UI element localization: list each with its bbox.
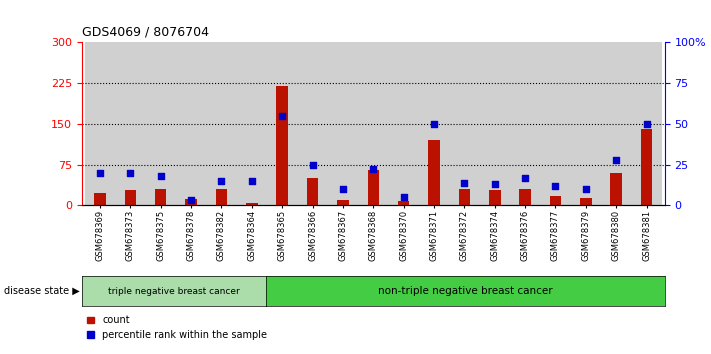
Point — [641, 121, 652, 127]
Bar — [215, 189, 228, 205]
Point — [155, 173, 166, 179]
Bar — [85, 42, 115, 205]
Bar — [489, 190, 501, 205]
Point — [611, 157, 622, 162]
Bar — [176, 42, 206, 205]
Bar — [115, 42, 146, 205]
Bar — [510, 42, 540, 205]
Bar — [571, 42, 601, 205]
Point — [95, 170, 106, 176]
Bar — [306, 178, 319, 205]
Bar — [206, 42, 237, 205]
Text: triple negative breast cancer: triple negative breast cancer — [108, 287, 240, 296]
Text: GDS4069 / 8076704: GDS4069 / 8076704 — [82, 26, 209, 39]
Text: non-triple negative breast cancer: non-triple negative breast cancer — [378, 286, 552, 296]
Bar — [388, 42, 419, 205]
Point — [337, 186, 348, 192]
Point — [186, 198, 197, 203]
Point — [215, 178, 227, 184]
Bar — [428, 140, 440, 205]
Bar — [95, 193, 106, 205]
Point — [520, 175, 531, 181]
Bar — [550, 195, 561, 205]
Point — [550, 183, 561, 189]
Bar — [611, 173, 622, 205]
Bar — [398, 201, 410, 205]
Bar — [146, 42, 176, 205]
Point — [459, 180, 470, 185]
Point — [428, 121, 439, 127]
Point — [368, 167, 379, 172]
Legend: count, percentile rank within the sample: count, percentile rank within the sample — [87, 315, 267, 340]
Bar — [540, 42, 571, 205]
Bar — [641, 129, 652, 205]
Bar — [519, 189, 531, 205]
Point — [489, 181, 501, 187]
Point — [398, 194, 410, 200]
Bar — [337, 200, 348, 205]
Bar — [368, 170, 379, 205]
Bar — [237, 42, 267, 205]
Point — [580, 186, 592, 192]
Bar — [124, 190, 136, 205]
Bar — [419, 42, 449, 205]
Bar — [631, 42, 662, 205]
Bar — [328, 42, 358, 205]
Text: disease state ▶: disease state ▶ — [4, 286, 80, 296]
Bar — [246, 202, 257, 205]
Bar — [479, 42, 510, 205]
Point — [246, 178, 257, 184]
Bar — [580, 198, 592, 205]
Bar — [297, 42, 328, 205]
Bar — [358, 42, 388, 205]
Bar — [459, 189, 470, 205]
Bar — [277, 86, 288, 205]
Point — [124, 170, 136, 176]
Bar — [601, 42, 631, 205]
Bar — [449, 42, 479, 205]
Bar — [186, 199, 197, 205]
Point — [307, 162, 319, 167]
Point — [277, 113, 288, 119]
Bar — [155, 189, 166, 205]
Bar — [267, 42, 297, 205]
